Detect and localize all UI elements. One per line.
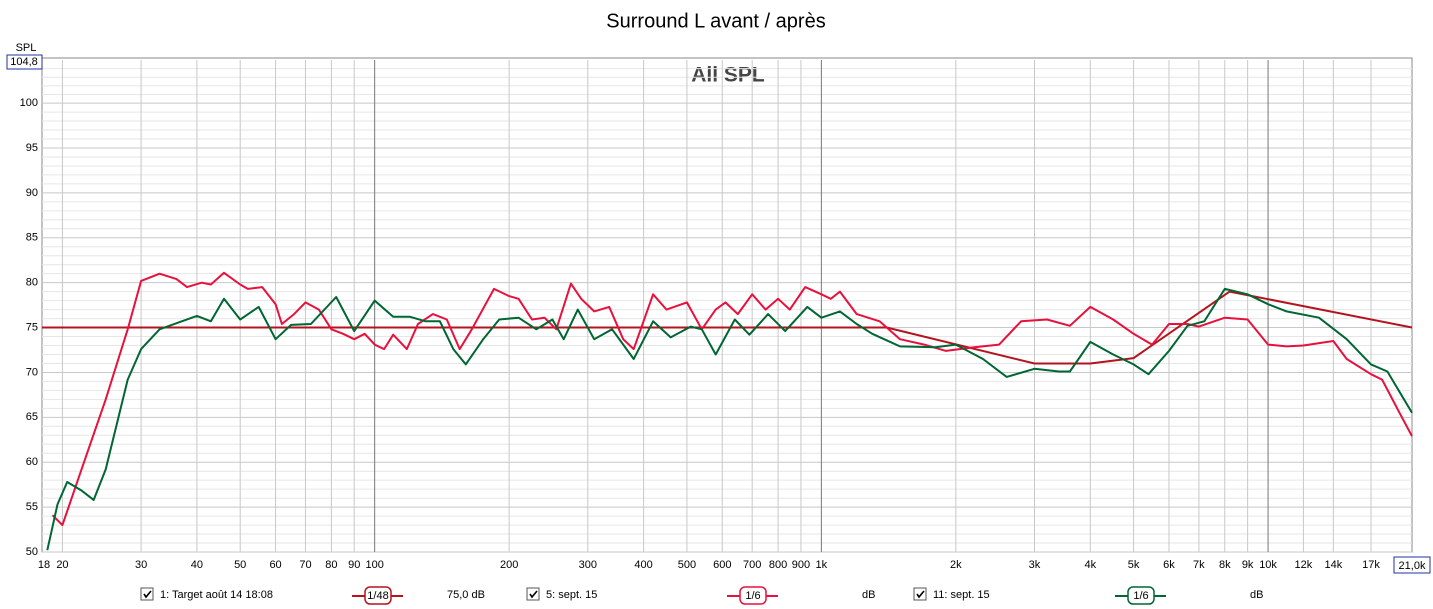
x-tick-label: 700 <box>743 559 761 571</box>
x-tick-label: 600 <box>713 559 731 571</box>
y-tick-label: 65 <box>26 411 38 423</box>
x-tick-label: 800 <box>769 559 787 571</box>
legend-checkbox[interactable] <box>140 587 154 601</box>
legend-check <box>916 590 925 599</box>
plot-label: All SPL <box>691 64 765 87</box>
x-tick-label: 200 <box>500 559 518 571</box>
legend-checkbox[interactable] <box>526 587 540 601</box>
x-tick-label: 40 <box>191 559 203 571</box>
x-tick-label: 18 <box>38 559 50 571</box>
x-tick-label: 7k <box>1193 559 1205 571</box>
x-tick-label: 8k <box>1219 559 1231 571</box>
legend-offset: 75,0 dB <box>447 589 485 601</box>
legend-label: 1: Target août 14 18:08 <box>160 589 273 601</box>
legend-smoothing-box[interactable] <box>1127 586 1155 605</box>
x-tick-label: 30 <box>135 559 147 571</box>
x-tick-label: 10k <box>1259 559 1277 571</box>
x-tick-label: 17k <box>1362 559 1380 571</box>
x-tick-label: 20 <box>56 559 68 571</box>
x-tick-label: 900 <box>792 559 810 571</box>
x-tick-label: 1k <box>816 559 828 571</box>
x-tick-label: 60 <box>269 559 281 571</box>
x-tick-label: 500 <box>678 559 696 571</box>
x-tick-label: 21,0k <box>1399 560 1426 572</box>
legend-label: 11: sept. 15 <box>933 589 990 601</box>
x-tick-label: 9k <box>1242 559 1254 571</box>
legend-check <box>529 590 538 599</box>
y-tick-label: 80 <box>26 277 38 289</box>
y-tick-label: 104,8 <box>10 56 38 68</box>
x-tick-label: 70 <box>299 559 311 571</box>
series-line <box>51 271 1413 527</box>
series-line <box>46 287 1413 551</box>
x-tick-label: 6k <box>1163 559 1175 571</box>
legend-check <box>143 590 152 599</box>
legend-smoothing-box[interactable] <box>364 586 392 605</box>
x-tick-label: 90 <box>348 559 360 571</box>
x-limit-box <box>1393 556 1431 574</box>
y-tick-label: 60 <box>26 456 38 468</box>
y-limit-box <box>6 54 43 70</box>
y-tick-label: 55 <box>26 501 38 513</box>
y-tick-label: 50 <box>26 546 38 558</box>
legend-smoothing: 1/48 <box>367 590 388 602</box>
y-tick-label: 95 <box>26 142 38 154</box>
x-tick-label: 5k <box>1128 559 1140 571</box>
legend-offset: dB <box>862 589 875 601</box>
legend-label: 5: sept. 15 <box>546 589 597 601</box>
chart-title: Surround L avant / après <box>606 10 825 32</box>
y-tick-label: 100 <box>20 97 38 109</box>
legend-checkbox[interactable] <box>913 587 927 601</box>
legend-smoothing: 1/6 <box>1133 590 1148 602</box>
y-tick-label: 70 <box>26 366 38 378</box>
x-tick-label: 14k <box>1324 559 1342 571</box>
x-tick-label: 400 <box>634 559 652 571</box>
y-axis-label: SPL <box>16 42 37 54</box>
x-tick-label: 50 <box>234 559 246 571</box>
y-tick-label: 75 <box>26 321 38 333</box>
x-tick-label: 100 <box>365 559 383 571</box>
x-tick-label: 3k <box>1029 559 1041 571</box>
grid <box>42 60 1412 553</box>
x-tick-label: 4k <box>1084 559 1096 571</box>
legend-smoothing-box[interactable] <box>739 586 767 605</box>
y-tick-label: 90 <box>26 187 38 199</box>
y-tick-label: 85 <box>26 232 38 244</box>
legend-offset: dB <box>1250 589 1263 601</box>
x-tick-label: 300 <box>579 559 597 571</box>
x-tick-label: 12k <box>1295 559 1313 571</box>
x-tick-label: 80 <box>325 559 337 571</box>
legend-smoothing: 1/6 <box>745 590 760 602</box>
x-tick-label: 2k <box>950 559 962 571</box>
